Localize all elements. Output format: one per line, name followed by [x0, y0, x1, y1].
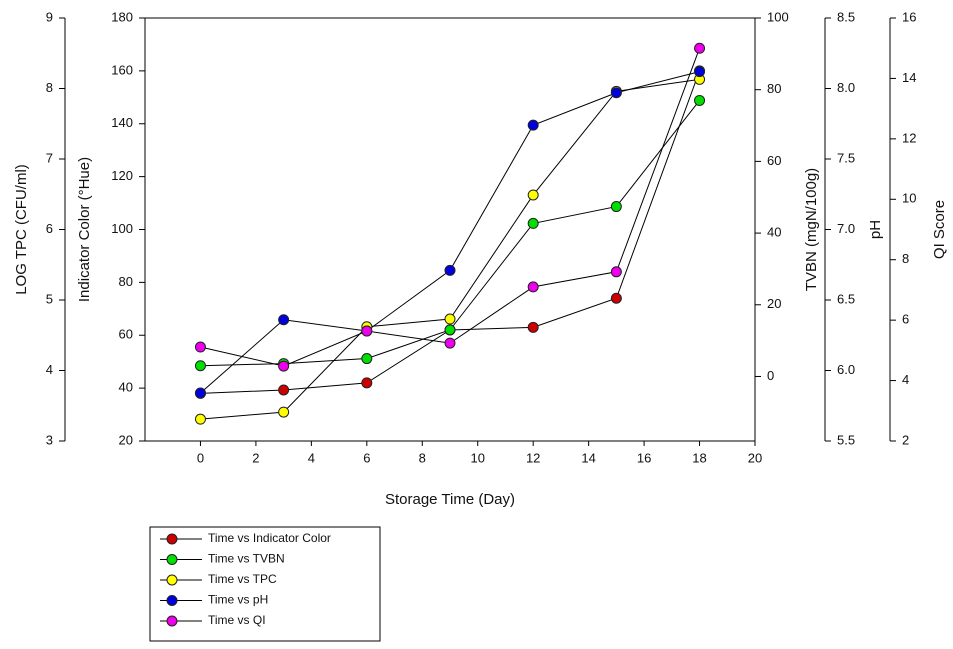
y-tick-label: 4: [46, 362, 53, 377]
data-point: [527, 217, 539, 229]
legend-box: [149, 526, 381, 642]
y-tick-label: 100: [111, 221, 133, 236]
data-point: [194, 413, 206, 425]
y-tick-label: 14: [902, 70, 916, 85]
y-tick-label: 6.0: [837, 362, 855, 377]
y-tick-label: 80: [767, 81, 781, 96]
data-point: [361, 353, 373, 365]
data-point: [610, 292, 622, 304]
legend-marker: [166, 615, 178, 627]
data-point: [694, 42, 706, 54]
y-tick-label: 100: [767, 9, 789, 24]
y-tick-label: 10: [902, 191, 916, 206]
legend-marker: [166, 533, 178, 545]
y-tick-label: 2: [902, 432, 909, 447]
data-point: [194, 360, 206, 372]
data-point: [527, 189, 539, 201]
data-point: [610, 266, 622, 278]
legend-marker: [166, 574, 178, 586]
data-point: [194, 341, 206, 353]
data-point: [278, 314, 290, 326]
y-tick-label: 20: [767, 296, 781, 311]
data-point: [527, 321, 539, 333]
data-point: [527, 281, 539, 293]
y-tick-label: 7.5: [837, 150, 855, 165]
y-tick-label: 120: [111, 168, 133, 183]
y-tick-label: 3: [46, 432, 53, 447]
legend-label: Time vs pH: [208, 593, 268, 607]
data-point: [444, 264, 456, 276]
legend-label: Time vs TVBN: [208, 552, 285, 566]
x-tick-label: 16: [637, 450, 651, 465]
y-axis-title: LOG TPC (CFU/ml): [13, 164, 30, 295]
y-axis-title: QI Score: [931, 200, 948, 259]
y-tick-label: 9: [46, 9, 53, 24]
y-tick-label: 140: [111, 115, 133, 130]
data-point: [361, 325, 373, 337]
y-tick-label: 4: [902, 372, 909, 387]
x-tick-label: 6: [363, 450, 370, 465]
y-tick-label: 180: [111, 9, 133, 24]
data-point: [694, 94, 706, 106]
x-tick-label: 8: [419, 450, 426, 465]
data-point: [527, 119, 539, 131]
data-point: [194, 387, 206, 399]
data-point: [444, 337, 456, 349]
data-point: [361, 377, 373, 389]
y-tick-label: 7.0: [837, 221, 855, 236]
legend-label: Time vs QI: [208, 613, 266, 627]
y-tick-label: 160: [111, 62, 133, 77]
y-tick-label: 0: [767, 368, 774, 383]
y-axis-title: TVBN (mgN/100g): [803, 168, 820, 291]
data-point: [278, 384, 290, 396]
data-point: [610, 87, 622, 99]
y-tick-label: 6: [46, 221, 53, 236]
y-tick-label: 8: [46, 80, 53, 95]
y-tick-label: 16: [902, 9, 916, 24]
x-tick-label: 14: [581, 450, 595, 465]
x-axis-title: Storage Time (Day): [385, 491, 515, 508]
y-tick-label: 40: [119, 380, 133, 395]
legend-label: Time vs Indicator Color: [208, 531, 331, 545]
x-tick-label: 20: [748, 450, 762, 465]
data-point: [610, 201, 622, 213]
y-tick-label: 60: [767, 153, 781, 168]
y-tick-label: 60: [119, 327, 133, 342]
plot-frame: [144, 17, 756, 442]
y-tick-label: 40: [767, 225, 781, 240]
data-point: [278, 406, 290, 418]
y-tick-label: 8.5: [837, 9, 855, 24]
y-axis-title: pH: [867, 220, 884, 239]
legend-marker: [166, 595, 178, 606]
y-tick-label: 20: [119, 432, 133, 447]
data-point: [278, 360, 290, 372]
x-tick-label: 4: [308, 450, 315, 465]
x-tick-label: 10: [470, 450, 484, 465]
y-axis-title: Indicator Color (°Hue): [76, 157, 93, 302]
data-point: [444, 324, 456, 336]
x-tick-label: 2: [252, 450, 259, 465]
y-tick-label: 12: [902, 130, 916, 145]
data-point: [694, 66, 706, 78]
x-tick-label: 0: [197, 450, 204, 465]
data-point: [444, 313, 456, 325]
y-tick-label: 5.5: [837, 432, 855, 447]
x-tick-label: 18: [692, 450, 706, 465]
legend-marker: [166, 554, 178, 565]
legend-label: Time vs TPC: [208, 572, 277, 586]
y-tick-label: 8: [902, 251, 909, 266]
y-tick-label: 6.5: [837, 291, 855, 306]
x-tick-label: 12: [526, 450, 540, 465]
y-tick-label: 80: [119, 274, 133, 289]
y-tick-label: 7: [46, 150, 53, 165]
y-tick-label: 8.0: [837, 80, 855, 95]
y-tick-label: 5: [46, 291, 53, 306]
y-tick-label: 6: [902, 312, 909, 327]
